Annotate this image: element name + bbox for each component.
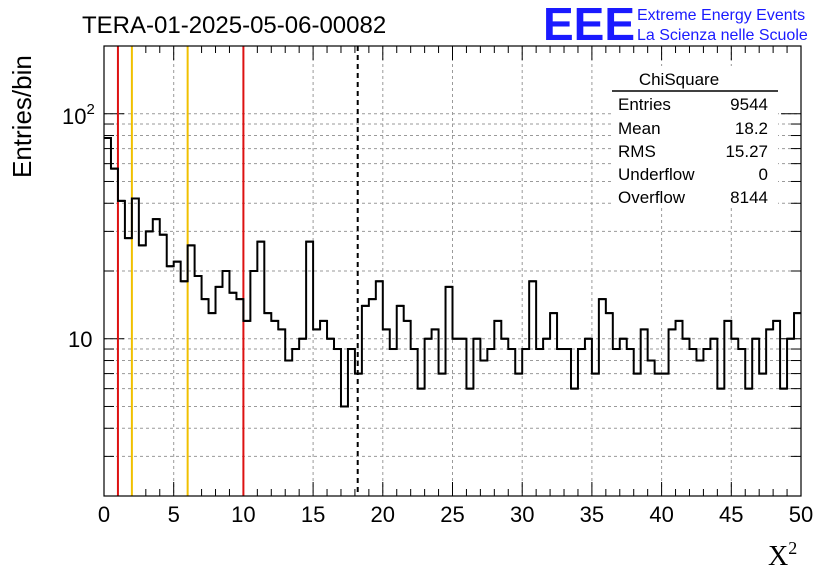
stats-rms-label: RMS	[618, 142, 656, 161]
x-tick-label-40: 40	[649, 502, 673, 527]
eee-logo: EEE Extreme Energy Events La Scienza nel…	[543, 0, 808, 50]
x-tick-label-10: 10	[231, 502, 255, 527]
stats-overflow-value: 8144	[730, 188, 768, 207]
x-tick-label-35: 35	[580, 502, 604, 527]
axis-ticks	[103, 46, 802, 496]
logo-line-1: Extreme Energy Events	[637, 7, 805, 24]
y-tick-label-10: 10	[68, 327, 92, 352]
stats-overflow-label: Overflow	[618, 188, 686, 207]
stats-entries-label: Entries	[618, 95, 671, 114]
x-axis-label: X2	[768, 538, 797, 572]
x-tick-label-20: 20	[371, 502, 395, 527]
plot-frame	[103, 45, 802, 497]
histogram-bins	[104, 137, 801, 408]
x-tick-label-30: 30	[510, 502, 534, 527]
y-tick-labels: 102 10	[62, 101, 95, 352]
x-tick-label-15: 15	[301, 502, 325, 527]
stats-underflow-label: Underflow	[618, 165, 695, 184]
chart-title: TERA-01-2025-05-06-00082	[82, 12, 386, 39]
x-tick-label-50: 50	[789, 502, 813, 527]
stats-entries-value: 9544	[730, 95, 768, 114]
stats-underflow-value: 0	[759, 165, 768, 184]
x-tick-label-5: 5	[168, 502, 180, 527]
x-tick-label-0: 0	[98, 502, 110, 527]
stats-mean-label: Mean	[618, 119, 661, 138]
logo-line-2: La Scienza nelle Scuole	[637, 27, 808, 44]
stats-box-background	[612, 66, 778, 206]
x-tick-labels: 0 5 10 15 20 25 30 35 40 45 50	[98, 502, 813, 527]
y-axis-label: Entries/bin	[7, 55, 37, 178]
stats-box: ChiSquare Entries 9544 Mean 18.2 RMS 15.…	[612, 66, 778, 207]
stats-mean-value: 18.2	[735, 119, 768, 138]
logo-mark: EEE	[543, 0, 635, 50]
x-tick-label-25: 25	[440, 502, 464, 527]
y-tick-label-100: 102	[62, 101, 95, 129]
stats-name: ChiSquare	[639, 70, 719, 89]
x-tick-label-45: 45	[719, 502, 743, 527]
stats-rms-value: 15.27	[725, 142, 768, 161]
